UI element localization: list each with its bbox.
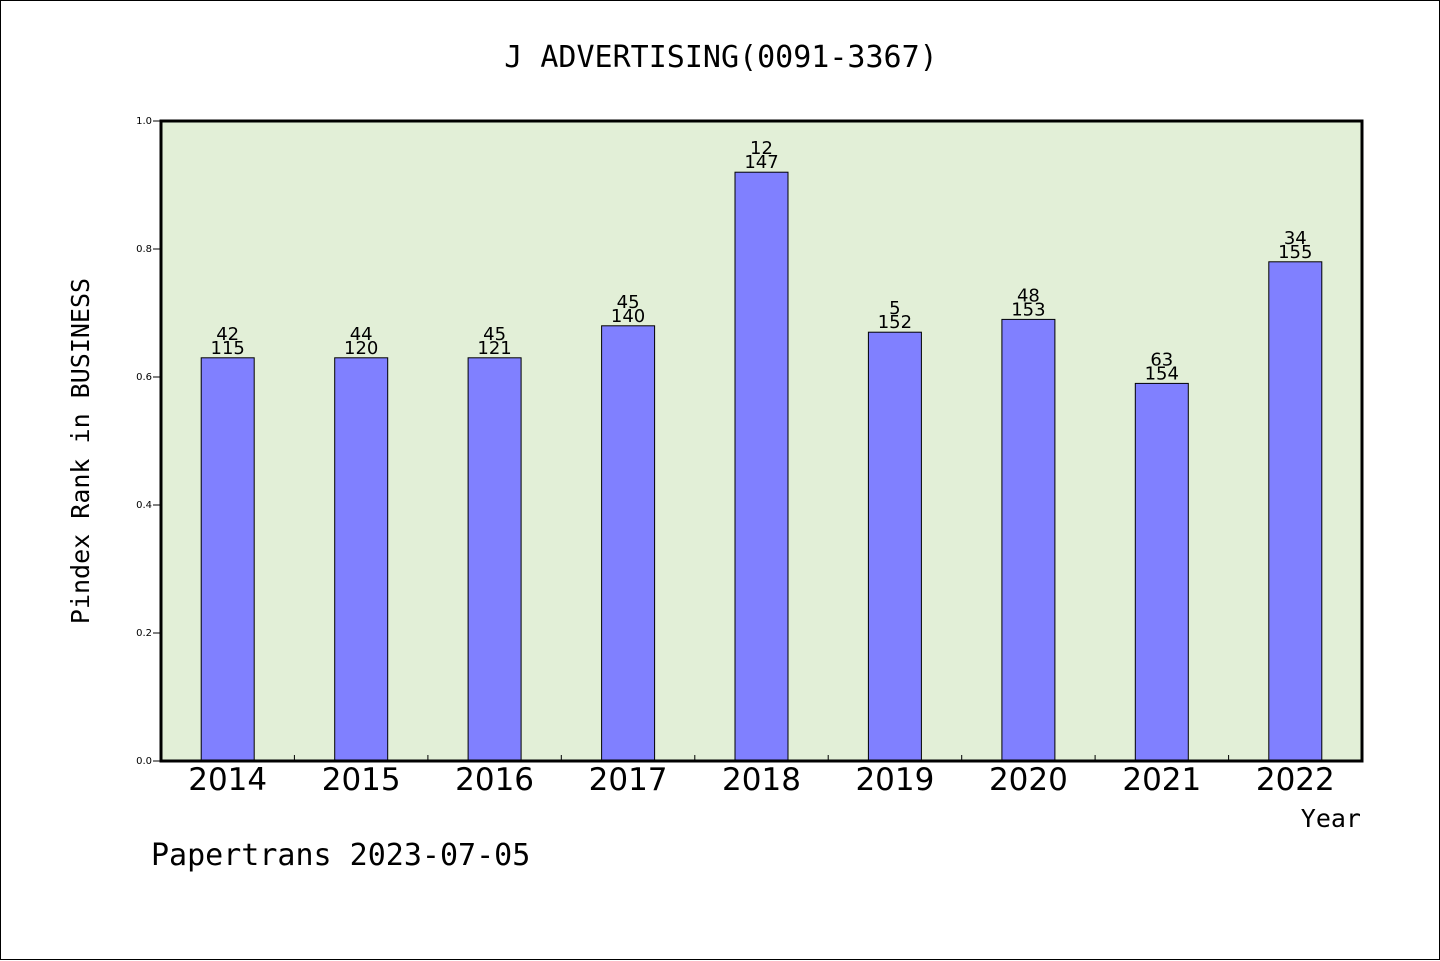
x-tick-label-2018: 2018 xyxy=(722,762,801,798)
bar-label-top-2015: 44 xyxy=(350,324,373,345)
y-tick-label-1.0: 1.0 xyxy=(136,116,152,127)
bar-label-top-2020: 48 xyxy=(1017,285,1040,306)
bar-2021 xyxy=(1134,382,1189,762)
bar-2022 xyxy=(1268,261,1323,762)
bar-2019 xyxy=(867,331,922,762)
y-tick-label-0.8: 0.8 xyxy=(136,244,152,255)
bar-2015 xyxy=(334,357,389,762)
plot-frame xyxy=(159,119,1364,763)
bar-label-bottom-2018: 147 xyxy=(744,152,778,173)
x-tick-label-2020: 2020 xyxy=(989,762,1068,798)
bar-label-top-2019: 5 xyxy=(889,298,900,319)
chart-title: J ADVERTISING(0091-3367) xyxy=(504,40,937,75)
bar-label-top-2018: 12 xyxy=(750,138,773,159)
y-tick-label-0.6: 0.6 xyxy=(136,372,152,383)
bars-layer xyxy=(200,171,1323,762)
bar-label-bottom-2016: 121 xyxy=(477,338,511,359)
bar-label-top-2022: 34 xyxy=(1284,228,1307,249)
bar-2014 xyxy=(200,357,255,762)
bar-label-bottom-2019: 152 xyxy=(878,312,912,333)
bar-label-bottom-2020: 153 xyxy=(1011,299,1045,320)
x-tick-label-2021: 2021 xyxy=(1122,762,1201,798)
bar-label-bottom-2014: 115 xyxy=(211,338,245,359)
x-axis-label: Year xyxy=(1301,804,1361,833)
bar-label-bottom-2017: 140 xyxy=(611,306,645,327)
bar-label-top-2014: 42 xyxy=(216,324,239,345)
bar-2016 xyxy=(467,357,522,762)
y-tick-label-0.4: 0.4 xyxy=(136,500,152,511)
y-axis: 0.0 0.2 0.4 0.6 0.8 1.0 xyxy=(136,116,161,767)
x-tick-label-2022: 2022 xyxy=(1256,762,1335,798)
bar-label-top-2017: 45 xyxy=(617,292,640,313)
x-tick-label-2017: 2017 xyxy=(589,762,668,798)
y-tick-label-0.0: 0.0 xyxy=(136,756,152,767)
bar-label-bottom-2015: 120 xyxy=(344,338,378,359)
bar-label-top-2016: 45 xyxy=(483,324,506,345)
bar-label-top-2021: 63 xyxy=(1150,349,1173,370)
bar-2017 xyxy=(601,325,656,762)
x-tick-label-2016: 2016 xyxy=(455,762,534,798)
footer-credit: Papertrans 2023-07-05 xyxy=(151,838,530,873)
y-tick-label-0.2: 0.2 xyxy=(136,628,152,639)
x-tick-label-2014: 2014 xyxy=(188,762,267,798)
x-axis: 2014 2015 2016 2017 2018 2019 2020 2021 2022 xyxy=(188,755,1335,798)
bar-label-bottom-2021: 154 xyxy=(1145,363,1179,384)
x-tick-label-2019: 2019 xyxy=(855,762,934,798)
bar-label-bottom-2022: 155 xyxy=(1278,242,1312,263)
bar-2018 xyxy=(734,171,789,762)
bar-2020 xyxy=(1001,318,1056,762)
y-axis-label: Pindex Rank in BUSINESS xyxy=(66,278,95,624)
x-tick-label-2015: 2015 xyxy=(322,762,401,798)
bar-labels-layer: 4211544120451214514012147515248153631543… xyxy=(211,138,1313,384)
